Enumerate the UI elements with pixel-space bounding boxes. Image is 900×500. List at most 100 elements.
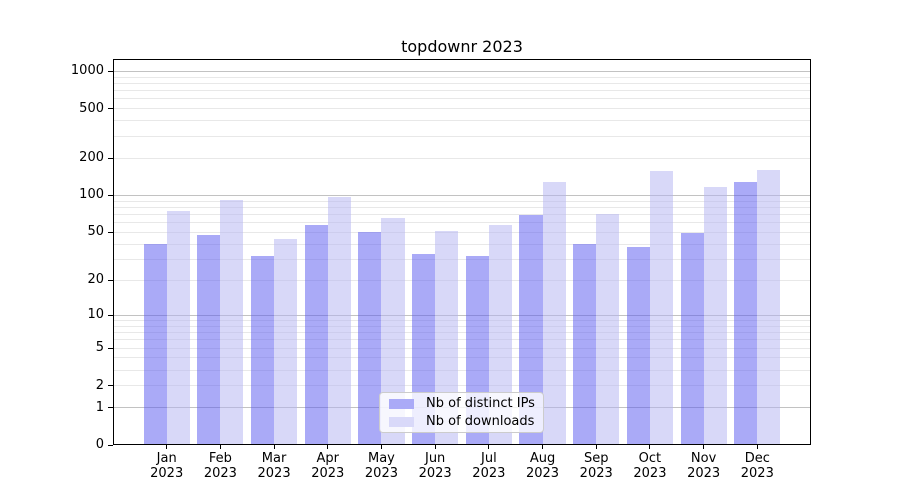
- bar-nb-of-distinct-ips-feb: [197, 234, 221, 445]
- gridline-5: [113, 347, 811, 349]
- gridline-20: [113, 279, 811, 281]
- y-tick-label-5: 5: [95, 340, 104, 356]
- gridline-300: [113, 135, 811, 137]
- bar-nb-of-distinct-ips-oct: [626, 246, 650, 445]
- y-tick-label-20: 20: [87, 272, 104, 288]
- legend-swatch-downloads: [389, 416, 414, 427]
- gridline-6: [113, 339, 811, 341]
- legend-label-distinct-ips: Nb of distinct IPs: [426, 395, 535, 411]
- bar-nb-of-downloads-nov: [703, 187, 727, 445]
- y-tick-label-100: 100: [79, 187, 104, 203]
- y-tick-20: [108, 279, 113, 281]
- gridline-50: [113, 231, 811, 233]
- x-tick-nov: [703, 445, 705, 449]
- bar-nb-of-downloads-dec: [757, 169, 781, 445]
- bar-nb-of-distinct-ips-sep: [573, 244, 597, 445]
- x-tick-label-dec: Dec 2023: [740, 451, 774, 481]
- x-tick-label-feb: Feb 2023: [203, 451, 237, 481]
- x-tick-apr: [327, 445, 329, 449]
- x-tick-label-jan: Jan 2023: [150, 451, 184, 481]
- y-tick-50: [108, 231, 113, 233]
- y-tick-10: [108, 314, 113, 316]
- gridline-100: [113, 194, 811, 196]
- bar-nb-of-downloads-apr: [327, 197, 351, 445]
- bar-nb-of-distinct-ips-aug: [519, 215, 543, 445]
- y-tick-5: [108, 347, 113, 349]
- legend-item-distinct-ips: Nb of distinct IPs: [389, 395, 535, 411]
- legend: Nb of distinct IPs Nb of downloads: [379, 392, 544, 433]
- gridline-200: [113, 157, 811, 159]
- y-tick-label-10: 10: [87, 307, 104, 323]
- y-tick-label-1000: 1000: [70, 63, 104, 79]
- gridline-3: [113, 369, 811, 371]
- gridline-40: [113, 243, 811, 245]
- gridline-7: [113, 332, 811, 334]
- gridline-30: [113, 258, 811, 260]
- x-tick-jul: [488, 445, 490, 449]
- x-tick-label-mar: Mar 2023: [257, 451, 291, 481]
- chart-title: topdownr 2023: [401, 37, 523, 56]
- bar-nb-of-distinct-ips-may: [358, 232, 382, 445]
- x-tick-jun: [434, 445, 436, 449]
- x-tick-label-sep: Sep 2023: [579, 451, 613, 481]
- bar-nb-of-downloads-aug: [542, 181, 566, 445]
- gridline-60: [113, 222, 811, 224]
- y-tick-2: [108, 385, 113, 387]
- x-tick-label-nov: Nov 2023: [687, 451, 721, 481]
- bar-nb-of-downloads-oct: [649, 170, 673, 445]
- x-tick-label-oct: Oct 2023: [633, 451, 667, 481]
- x-tick-jan: [166, 445, 168, 449]
- bar-nb-of-distinct-ips-jan: [143, 244, 167, 445]
- gridline-70: [113, 213, 811, 215]
- x-tick-label-aug: Aug 2023: [525, 451, 560, 481]
- y-tick-label-50: 50: [87, 224, 104, 240]
- x-tick-label-jun: Jun 2023: [418, 451, 452, 481]
- gridline-1000: [113, 70, 811, 72]
- bar-nb-of-downloads-sep: [596, 214, 620, 445]
- bar-nb-of-distinct-ips-mar: [250, 255, 275, 445]
- gridline-90: [113, 200, 811, 202]
- y-tick-label-1: 1: [95, 399, 104, 415]
- legend-swatch-distinct-ips: [389, 398, 414, 409]
- gridline-600: [113, 98, 811, 100]
- x-tick-label-jul: Jul 2023: [472, 451, 506, 481]
- bar-nb-of-downloads-jun: [435, 231, 459, 445]
- y-tick-label-200: 200: [79, 150, 104, 166]
- y-tick-0: [108, 444, 113, 446]
- y-tick-500: [108, 108, 113, 110]
- bar-nb-of-downloads-jul: [488, 224, 512, 445]
- x-tick-dec: [756, 445, 758, 449]
- gridline-80: [113, 206, 811, 208]
- x-tick-aug: [542, 445, 544, 449]
- y-tick-1000: [108, 70, 113, 72]
- y-tick-200: [108, 157, 113, 159]
- x-tick-label-apr: Apr 2023: [311, 451, 345, 481]
- y-tick-label-0: 0: [95, 437, 104, 452]
- gridline-10: [113, 314, 811, 316]
- gridline-2: [113, 385, 811, 387]
- gridline-4: [113, 357, 811, 359]
- y-tick-label-2: 2: [95, 377, 104, 393]
- y-tick-1: [108, 407, 113, 409]
- gridline-500: [113, 108, 811, 110]
- x-tick-oct: [649, 445, 651, 449]
- bar-nb-of-downloads-mar: [274, 239, 298, 445]
- legend-item-downloads: Nb of downloads: [389, 413, 535, 429]
- bar-nb-of-distinct-ips-apr: [304, 225, 328, 445]
- gridline-700: [113, 90, 811, 92]
- bar-nb-of-downloads-feb: [220, 199, 244, 445]
- gridline-800: [113, 82, 811, 84]
- bar-nb-of-distinct-ips-nov: [680, 233, 704, 445]
- bar-nb-of-distinct-ips-dec: [734, 182, 758, 445]
- x-tick-may: [380, 445, 382, 449]
- x-tick-feb: [219, 445, 221, 449]
- legend-label-downloads: Nb of downloads: [426, 413, 535, 429]
- gridline-9: [113, 319, 811, 321]
- x-tick-label-may: May 2023: [364, 451, 398, 481]
- gridline-8: [113, 325, 811, 327]
- y-tick-label-500: 500: [79, 100, 104, 116]
- gridline-900: [113, 76, 811, 78]
- gridline-400: [113, 120, 811, 122]
- y-tick-100: [108, 194, 113, 196]
- x-tick-sep: [595, 445, 597, 449]
